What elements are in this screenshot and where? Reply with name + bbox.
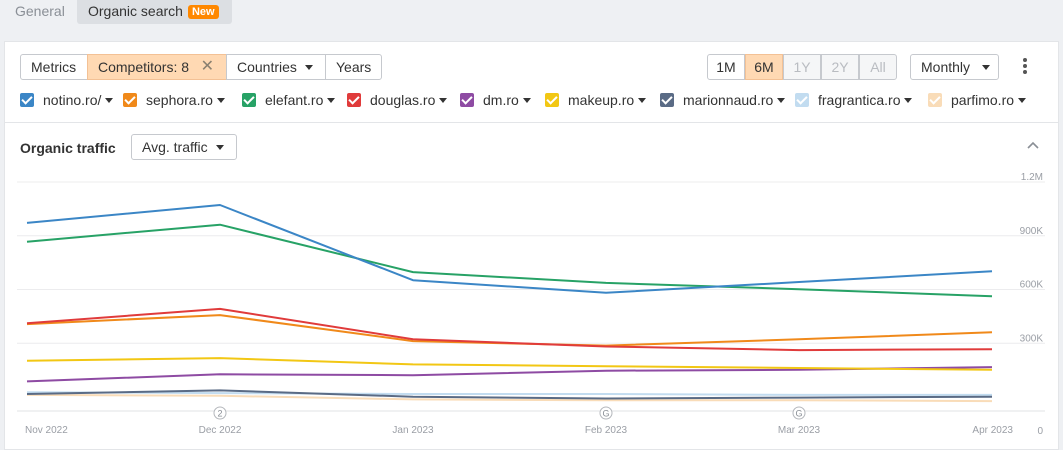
range-button-2y: 2Y bbox=[821, 54, 859, 80]
legend-item-douglas-ro[interactable]: douglas.ro bbox=[347, 92, 448, 110]
legend-item-parfimo-ro[interactable]: parfimo.ro bbox=[928, 92, 1027, 110]
checkbox-icon[interactable] bbox=[545, 93, 559, 107]
granularity-dropdown[interactable]: Monthly bbox=[910, 54, 999, 80]
x-tick-label: Nov 2022 bbox=[25, 425, 68, 436]
series-line-douglas-ro bbox=[26, 307, 993, 352]
legend-label: sephora.ro bbox=[146, 92, 213, 108]
years-button[interactable]: Years bbox=[325, 54, 382, 80]
checkbox-icon[interactable] bbox=[347, 93, 361, 107]
annotation-marker bbox=[213, 406, 227, 420]
legend-label: makeup.ro bbox=[568, 92, 635, 108]
y-tick-label: 1.2M bbox=[1021, 172, 1043, 183]
annotation-marker bbox=[792, 406, 806, 420]
chevron-down-icon[interactable] bbox=[522, 98, 531, 103]
series-line-dm-ro bbox=[26, 366, 993, 383]
close-icon[interactable]: ✕ bbox=[200, 58, 214, 75]
annotation-label: 2 bbox=[217, 409, 222, 419]
range-button-1m[interactable]: 1M bbox=[707, 54, 745, 80]
chevron-down-icon[interactable] bbox=[216, 98, 225, 103]
legend-item-fragrantica-ro[interactable]: fragrantica.ro bbox=[795, 92, 913, 110]
legend-item-notino-ro[interactable]: notino.ro/ bbox=[20, 92, 114, 110]
chevron-down-icon[interactable] bbox=[105, 98, 114, 103]
collapse-chevron-icon[interactable] bbox=[1027, 140, 1039, 152]
checkbox-icon[interactable] bbox=[460, 93, 474, 107]
annotation-label: G bbox=[602, 409, 609, 419]
new-badge: New bbox=[187, 5, 219, 19]
y-tick-label: 0 bbox=[1037, 426, 1043, 437]
competitors-button[interactable]: Competitors: 8 ✕ bbox=[87, 54, 227, 80]
countries-dropdown[interactable]: Countries bbox=[226, 54, 326, 80]
legend-label: marionnaud.ro bbox=[683, 92, 774, 108]
legend-label: dm.ro bbox=[483, 92, 519, 108]
series-line-notino-ro bbox=[26, 204, 993, 294]
series-line-makeup-ro bbox=[26, 357, 993, 371]
x-tick-label: Dec 2022 bbox=[199, 425, 242, 436]
annotation-marker bbox=[599, 406, 613, 420]
legend-label: fragrantica.ro bbox=[818, 92, 901, 108]
divider bbox=[5, 122, 1058, 123]
x-tick-label: Feb 2023 bbox=[585, 425, 628, 436]
checkbox-icon[interactable] bbox=[242, 93, 256, 107]
chevron-down-icon[interactable] bbox=[1018, 98, 1027, 103]
legend-item-marionnaud-ro[interactable]: marionnaud.ro bbox=[660, 92, 786, 110]
series-line-marionnaud-ro bbox=[26, 389, 993, 400]
checkbox-icon[interactable] bbox=[795, 93, 809, 107]
metric-label: Avg. traffic bbox=[142, 139, 208, 155]
granularity-label: Monthly bbox=[921, 59, 971, 75]
series-line-parfimo-ro bbox=[26, 393, 993, 403]
more-options-icon[interactable] bbox=[1021, 58, 1029, 76]
chevron-down-icon[interactable] bbox=[777, 98, 786, 103]
metric-dropdown[interactable]: Avg. traffic bbox=[131, 134, 237, 160]
tab-general[interactable]: General bbox=[15, 3, 65, 19]
checkbox-icon[interactable] bbox=[660, 93, 674, 107]
range-button-6m[interactable]: 6M bbox=[745, 54, 783, 80]
range-button-1y: 1Y bbox=[783, 54, 821, 80]
chevron-down-icon bbox=[215, 145, 224, 150]
organic-traffic-panel: Metrics Competitors: 8 ✕ Countries Years … bbox=[4, 41, 1059, 450]
chevron-down-icon[interactable] bbox=[904, 98, 913, 103]
series-line-fragrantica-ro bbox=[26, 391, 992, 396]
competitors-label: Competitors: 8 bbox=[98, 59, 190, 75]
chevron-down-icon[interactable] bbox=[439, 98, 448, 103]
y-tick-label: 600K bbox=[1020, 280, 1044, 291]
series-line-sephora-ro bbox=[26, 314, 993, 347]
legend-label: notino.ro/ bbox=[43, 92, 102, 108]
legend-item-elefant-ro[interactable]: elefant.ro bbox=[242, 92, 336, 110]
x-tick-label: Apr 2023 bbox=[972, 425, 1013, 436]
legend-label: parfimo.ro bbox=[951, 92, 1015, 108]
chevron-down-icon bbox=[982, 65, 991, 70]
checkbox-icon[interactable] bbox=[928, 93, 942, 107]
chevron-down-icon bbox=[304, 65, 313, 70]
tab-organic-search[interactable]: Organic search New bbox=[77, 0, 232, 24]
legend-item-sephora-ro[interactable]: sephora.ro bbox=[123, 92, 225, 110]
x-tick-label: Mar 2023 bbox=[778, 425, 821, 436]
legend-item-dm-ro[interactable]: dm.ro bbox=[460, 92, 531, 110]
legend-label: douglas.ro bbox=[370, 92, 436, 108]
countries-label: Countries bbox=[237, 59, 297, 75]
y-tick-label: 900K bbox=[1020, 226, 1044, 237]
tab-organic-search-label: Organic search bbox=[88, 3, 183, 19]
section-title: Organic traffic bbox=[20, 140, 116, 156]
legend-label: elefant.ro bbox=[265, 92, 324, 108]
x-tick-label: Jan 2023 bbox=[392, 425, 434, 436]
report-tabs-bar: General Organic search New bbox=[0, 0, 1063, 40]
y-tick-label: 300K bbox=[1020, 333, 1044, 344]
range-button-all: All bbox=[859, 54, 897, 80]
annotation-label: G bbox=[795, 409, 802, 419]
series-line-elefant-ro bbox=[26, 223, 993, 298]
metrics-button[interactable]: Metrics bbox=[20, 54, 88, 80]
checkbox-icon[interactable] bbox=[123, 93, 137, 107]
checkbox-icon[interactable] bbox=[20, 93, 34, 107]
legend-item-makeup-ro[interactable]: makeup.ro bbox=[545, 92, 647, 110]
organic-traffic-chart: 1.2M 900K 600K 300K 0 Nov 2022 Dec 2022 Jan 202… bbox=[17, 172, 1045, 437]
chevron-down-icon[interactable] bbox=[327, 98, 336, 103]
chevron-down-icon[interactable] bbox=[638, 98, 647, 103]
